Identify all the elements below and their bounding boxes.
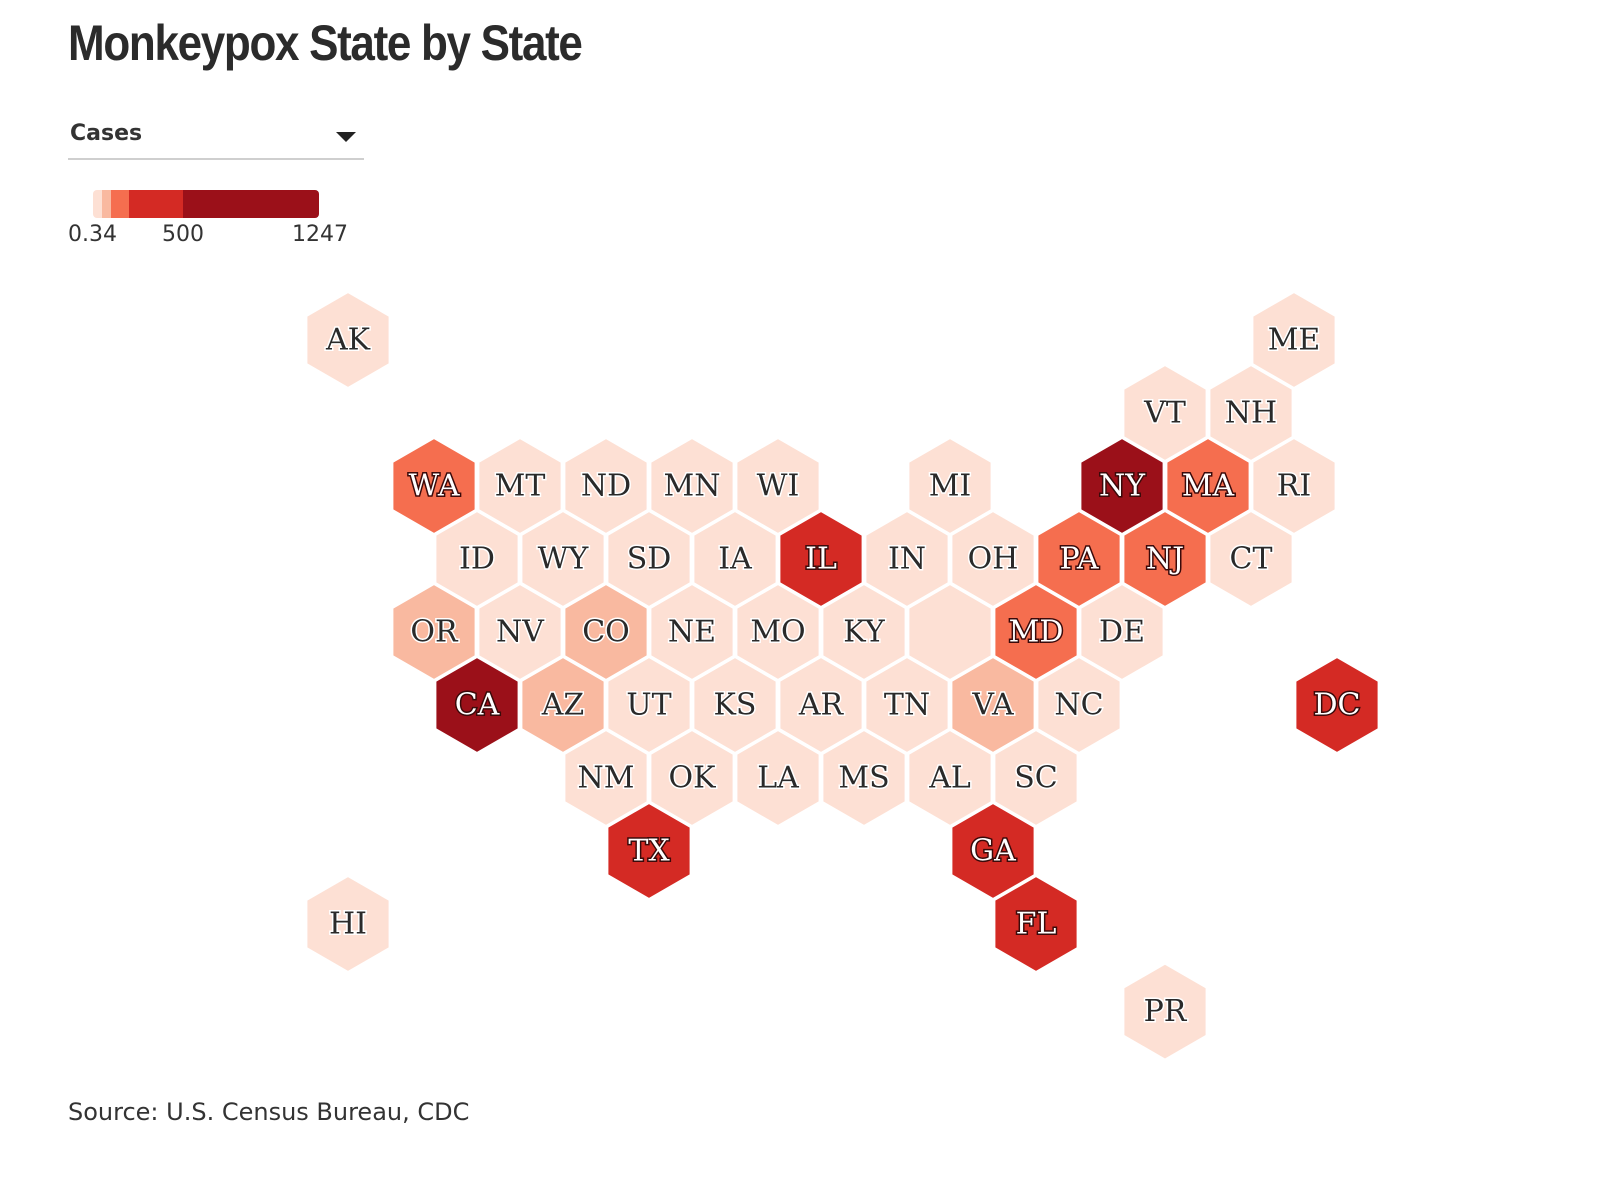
- hex-cell: [477, 582, 563, 682]
- hex-cell: [778, 509, 864, 609]
- hex-cell: [520, 655, 606, 755]
- metric-dropdown-label: Cases: [70, 121, 143, 146]
- hex-cell: [606, 509, 692, 609]
- legend-color-scale: [93, 190, 319, 218]
- hex-cell: [907, 728, 993, 828]
- hex-cell: [477, 436, 563, 536]
- hex-cell: [1208, 363, 1294, 463]
- hex-cell: [606, 655, 692, 755]
- state-hex-hi[interactable]: HI: [305, 874, 391, 974]
- state-hex-dc[interactable]: DC: [1294, 655, 1380, 755]
- hex-cell: [950, 655, 1036, 755]
- hex-cell: [735, 728, 821, 828]
- page-title: Monkeypox State by State: [68, 15, 583, 71]
- hex-cell: [434, 509, 520, 609]
- hex-cell: [649, 728, 735, 828]
- hex-cell: [391, 436, 477, 536]
- hex-cell: [735, 582, 821, 682]
- hex-cell: [1165, 436, 1251, 536]
- hex-cell: [1251, 436, 1337, 536]
- hex-cell: [821, 582, 907, 682]
- state-hex-pr[interactable]: PR: [1122, 962, 1208, 1061]
- color-legend: 0.34 500 1247: [68, 190, 358, 252]
- hex-cell: [907, 436, 993, 536]
- hex-cell: [907, 582, 993, 682]
- hex-cell: [821, 728, 907, 828]
- hex-cell: [563, 582, 649, 682]
- hex-cell: [950, 801, 1036, 901]
- hex-cell: [735, 436, 821, 536]
- hex-cell: [1294, 655, 1380, 755]
- hex-cell: [692, 509, 778, 609]
- hex-cell: [1251, 290, 1337, 390]
- hex-cell: [864, 509, 950, 609]
- hex-cell: [391, 582, 477, 682]
- hex-cell: [993, 874, 1079, 974]
- hex-cell: [563, 728, 649, 828]
- hex-cell: [1036, 509, 1122, 609]
- hex-cell: [1122, 962, 1208, 1061]
- legend-band-very-low: [93, 190, 102, 218]
- hex-cell: [649, 436, 735, 536]
- hex-cell: [1079, 582, 1165, 682]
- source-note: Source: U.S. Census Bureau, CDC: [68, 1098, 470, 1126]
- hex-cell: [1122, 509, 1208, 609]
- hex-cell: [1122, 363, 1208, 463]
- hex-cell: [305, 290, 391, 390]
- hex-cell: [649, 582, 735, 682]
- metric-dropdown[interactable]: Cases: [68, 116, 364, 160]
- legend-band-very-high: [183, 190, 319, 218]
- hex-cell: [520, 509, 606, 609]
- legend-mid-label: 500: [162, 222, 204, 247]
- legend-band-high: [129, 190, 183, 218]
- hex-cell: [606, 801, 692, 901]
- hex-cell: [993, 728, 1079, 828]
- legend-band-medium: [111, 190, 129, 218]
- hex-cell: [692, 655, 778, 755]
- hex-cell: [434, 655, 520, 755]
- hex-cell: [993, 582, 1079, 682]
- legend-max-label: 1247: [292, 222, 348, 247]
- hex-cell: [1079, 436, 1165, 536]
- hex-cell: [778, 655, 864, 755]
- hex-cell: [864, 655, 950, 755]
- hex-cell: [1208, 509, 1294, 609]
- hex-cell: [305, 874, 391, 974]
- chevron-down-icon: [336, 132, 356, 142]
- hex-cell: [950, 509, 1036, 609]
- state-hex-ak[interactable]: AK: [305, 290, 391, 390]
- legend-band-low: [102, 190, 111, 218]
- hex-cell: [1036, 655, 1122, 755]
- state-hex-blank[interactable]: [907, 582, 993, 682]
- legend-min-label: 0.34: [68, 222, 117, 247]
- hex-cell: [563, 436, 649, 536]
